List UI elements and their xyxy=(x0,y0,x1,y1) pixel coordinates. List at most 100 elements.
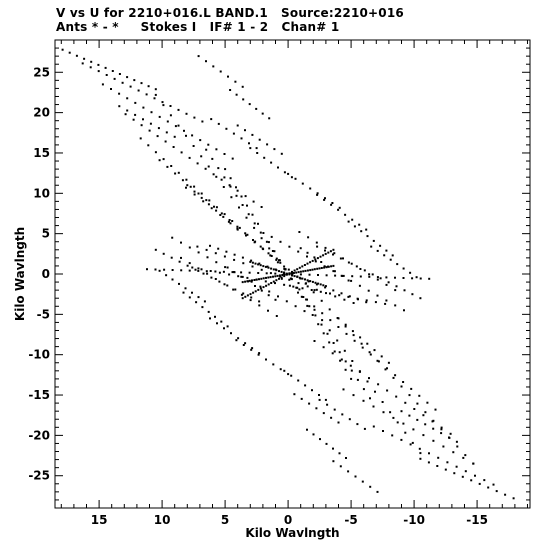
uv-point xyxy=(295,286,298,289)
uv-point xyxy=(280,152,283,155)
uv-point xyxy=(464,454,467,457)
uv-point xyxy=(464,470,467,473)
uv-point xyxy=(322,284,325,287)
uv-point xyxy=(292,272,295,274)
uv-point xyxy=(264,265,267,268)
uv-point xyxy=(231,271,234,274)
uv-point xyxy=(230,332,232,335)
uv-point xyxy=(316,193,319,196)
uv-point xyxy=(254,290,257,293)
uv-point xyxy=(241,281,244,284)
uv-point xyxy=(265,276,267,279)
uv-point xyxy=(317,323,320,326)
uv-point xyxy=(431,420,434,423)
uv-point xyxy=(258,278,260,281)
uv-point xyxy=(231,220,234,222)
uv-point xyxy=(197,55,200,58)
y-axis-label: Kilo Wavlngth xyxy=(13,227,27,321)
uv-point xyxy=(301,182,304,185)
uv-point xyxy=(233,271,236,274)
uv-point xyxy=(272,280,275,283)
uv-point xyxy=(262,265,265,268)
uv-point xyxy=(207,165,210,168)
uv-point xyxy=(408,414,411,417)
uv-point xyxy=(197,251,200,254)
uv-point xyxy=(196,162,199,165)
uv-point xyxy=(236,228,239,231)
uv-point xyxy=(415,276,418,279)
uv-point xyxy=(228,184,231,187)
uv-point xyxy=(474,474,476,477)
uv-point xyxy=(394,276,396,279)
uv-point xyxy=(392,416,395,419)
uv-point xyxy=(306,255,308,258)
uv-point xyxy=(278,274,281,277)
axis-tick-labels: 15 10 5 0 -5 -10 -15 -25 -20 -15 -10 -5 0 5 10 15 20 25 xyxy=(28,65,488,527)
uv-point xyxy=(153,97,156,100)
uv-point xyxy=(205,248,208,251)
uv-point xyxy=(260,289,263,292)
uv-point xyxy=(366,342,369,345)
uv-point xyxy=(154,93,157,96)
uv-point xyxy=(343,349,346,352)
uv-point xyxy=(321,319,324,322)
uv-point xyxy=(235,93,238,96)
uv-point xyxy=(242,98,245,101)
uv-point xyxy=(267,294,270,297)
uv-point xyxy=(340,292,343,295)
uv-point xyxy=(470,479,473,482)
uv-point xyxy=(162,158,165,161)
uv-point xyxy=(199,139,202,142)
uv-point xyxy=(162,104,165,107)
uv-point xyxy=(97,63,100,66)
uv-point xyxy=(225,250,228,253)
uv-point xyxy=(280,276,283,279)
uv-point xyxy=(385,299,388,302)
uv-point xyxy=(254,262,257,265)
uv-point xyxy=(349,364,352,367)
uv-point xyxy=(306,428,308,431)
uv-point xyxy=(404,401,407,404)
uv-point xyxy=(307,280,310,283)
uv-point xyxy=(328,329,331,332)
uv-point xyxy=(288,245,291,248)
uv-point xyxy=(311,389,313,392)
uv-point xyxy=(316,245,319,248)
uv-point xyxy=(359,275,362,278)
chart-subtitle: Ants * - * Stokes I IF# 1 - 2 Chan# 1 xyxy=(56,20,340,34)
uv-point xyxy=(226,284,229,287)
uv-point xyxy=(374,301,377,304)
uv-point xyxy=(315,283,318,286)
y-tick-label: 25 xyxy=(33,65,50,79)
uv-point xyxy=(315,241,318,244)
uv-point xyxy=(172,146,175,148)
uv-point xyxy=(329,319,332,322)
uv-point xyxy=(201,120,204,123)
chart-title: V vs U for 2210+016.L BAND.1 Source:2210… xyxy=(56,6,404,20)
uv-point xyxy=(183,129,185,132)
uv-point xyxy=(301,265,304,268)
uv-point xyxy=(173,135,176,138)
uv-point xyxy=(350,369,353,372)
uv-point xyxy=(322,332,325,335)
uv-point xyxy=(325,266,328,269)
uv-point xyxy=(233,253,236,256)
uv-point xyxy=(332,270,335,273)
uv-point xyxy=(147,144,150,147)
uv-point xyxy=(304,384,307,387)
uv-point xyxy=(270,282,273,284)
uv-point xyxy=(156,135,159,138)
uv-point xyxy=(193,116,196,119)
uv-point xyxy=(269,276,272,279)
uv-point xyxy=(285,300,288,303)
uv-point xyxy=(360,342,363,345)
uv-point xyxy=(309,280,312,283)
uv-point xyxy=(449,432,452,435)
uv-point xyxy=(358,284,361,287)
uv-point xyxy=(256,152,259,154)
uv-point xyxy=(422,434,425,437)
uv-point xyxy=(202,200,205,203)
uv-point xyxy=(330,416,333,419)
uv-point xyxy=(440,428,443,431)
uv-point xyxy=(345,332,348,335)
